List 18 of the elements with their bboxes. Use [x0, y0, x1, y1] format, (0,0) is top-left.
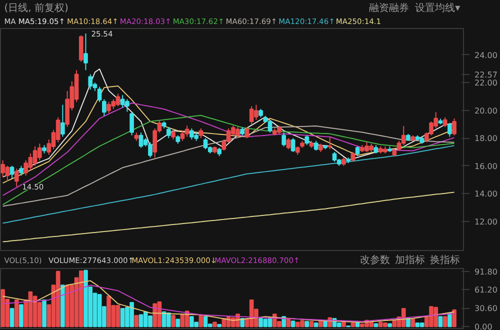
chart-subtitle: (日线, 前复权) — [4, 2, 68, 14]
y-tick-label: 30.60 — [474, 304, 498, 314]
y-tick-label: 12.00 — [474, 217, 498, 226]
text: 改参数 — [360, 254, 390, 266]
text: 融资融券 — [368, 2, 409, 14]
y-tick-label: 14.00 — [474, 190, 498, 199]
y-tick-label: 61.20 — [474, 286, 498, 295]
text: 换指标 — [430, 254, 460, 266]
y-tick-label: 22.57 — [474, 70, 498, 80]
y-tick-label: 0.00 — [474, 322, 492, 330]
text: 设置均线▾ — [415, 2, 460, 14]
y-tick-label: 91.80 — [474, 268, 498, 276]
y-tick-label: 18.00 — [474, 134, 498, 144]
y-tick-label: 20.00 — [474, 106, 498, 116]
y-tick-label: 16.00 — [474, 162, 498, 171]
y-tick-label: 24.00 — [474, 50, 498, 60]
text: 加指标 — [394, 254, 425, 266]
y-tick-label: 22.00 — [474, 78, 498, 88]
